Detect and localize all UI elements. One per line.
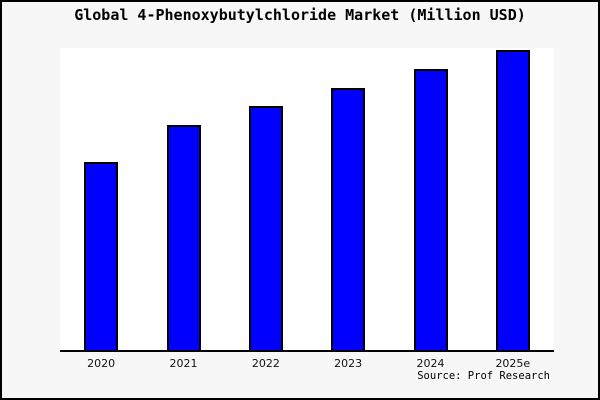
bar-2025e bbox=[495, 50, 530, 350]
bar-2021 bbox=[166, 125, 201, 350]
source-credit: Source: Prof Research bbox=[417, 370, 550, 382]
bar-2023 bbox=[331, 88, 366, 350]
x-tick-2020: 2020 bbox=[87, 357, 116, 370]
x-tick-2024: 2024 bbox=[416, 357, 445, 370]
x-tick-2022: 2022 bbox=[251, 357, 280, 370]
bar-2020 bbox=[84, 162, 119, 350]
plot-area bbox=[60, 48, 554, 352]
chart-title: Global 4-Phenoxybutylchloride Market (Mi… bbox=[74, 6, 526, 24]
x-tick-2023: 2023 bbox=[334, 357, 363, 370]
bar-2022 bbox=[248, 106, 283, 350]
x-tick-2025e: 2025e bbox=[495, 357, 531, 370]
x-tick-2021: 2021 bbox=[169, 357, 198, 370]
bar-2024 bbox=[413, 69, 448, 350]
